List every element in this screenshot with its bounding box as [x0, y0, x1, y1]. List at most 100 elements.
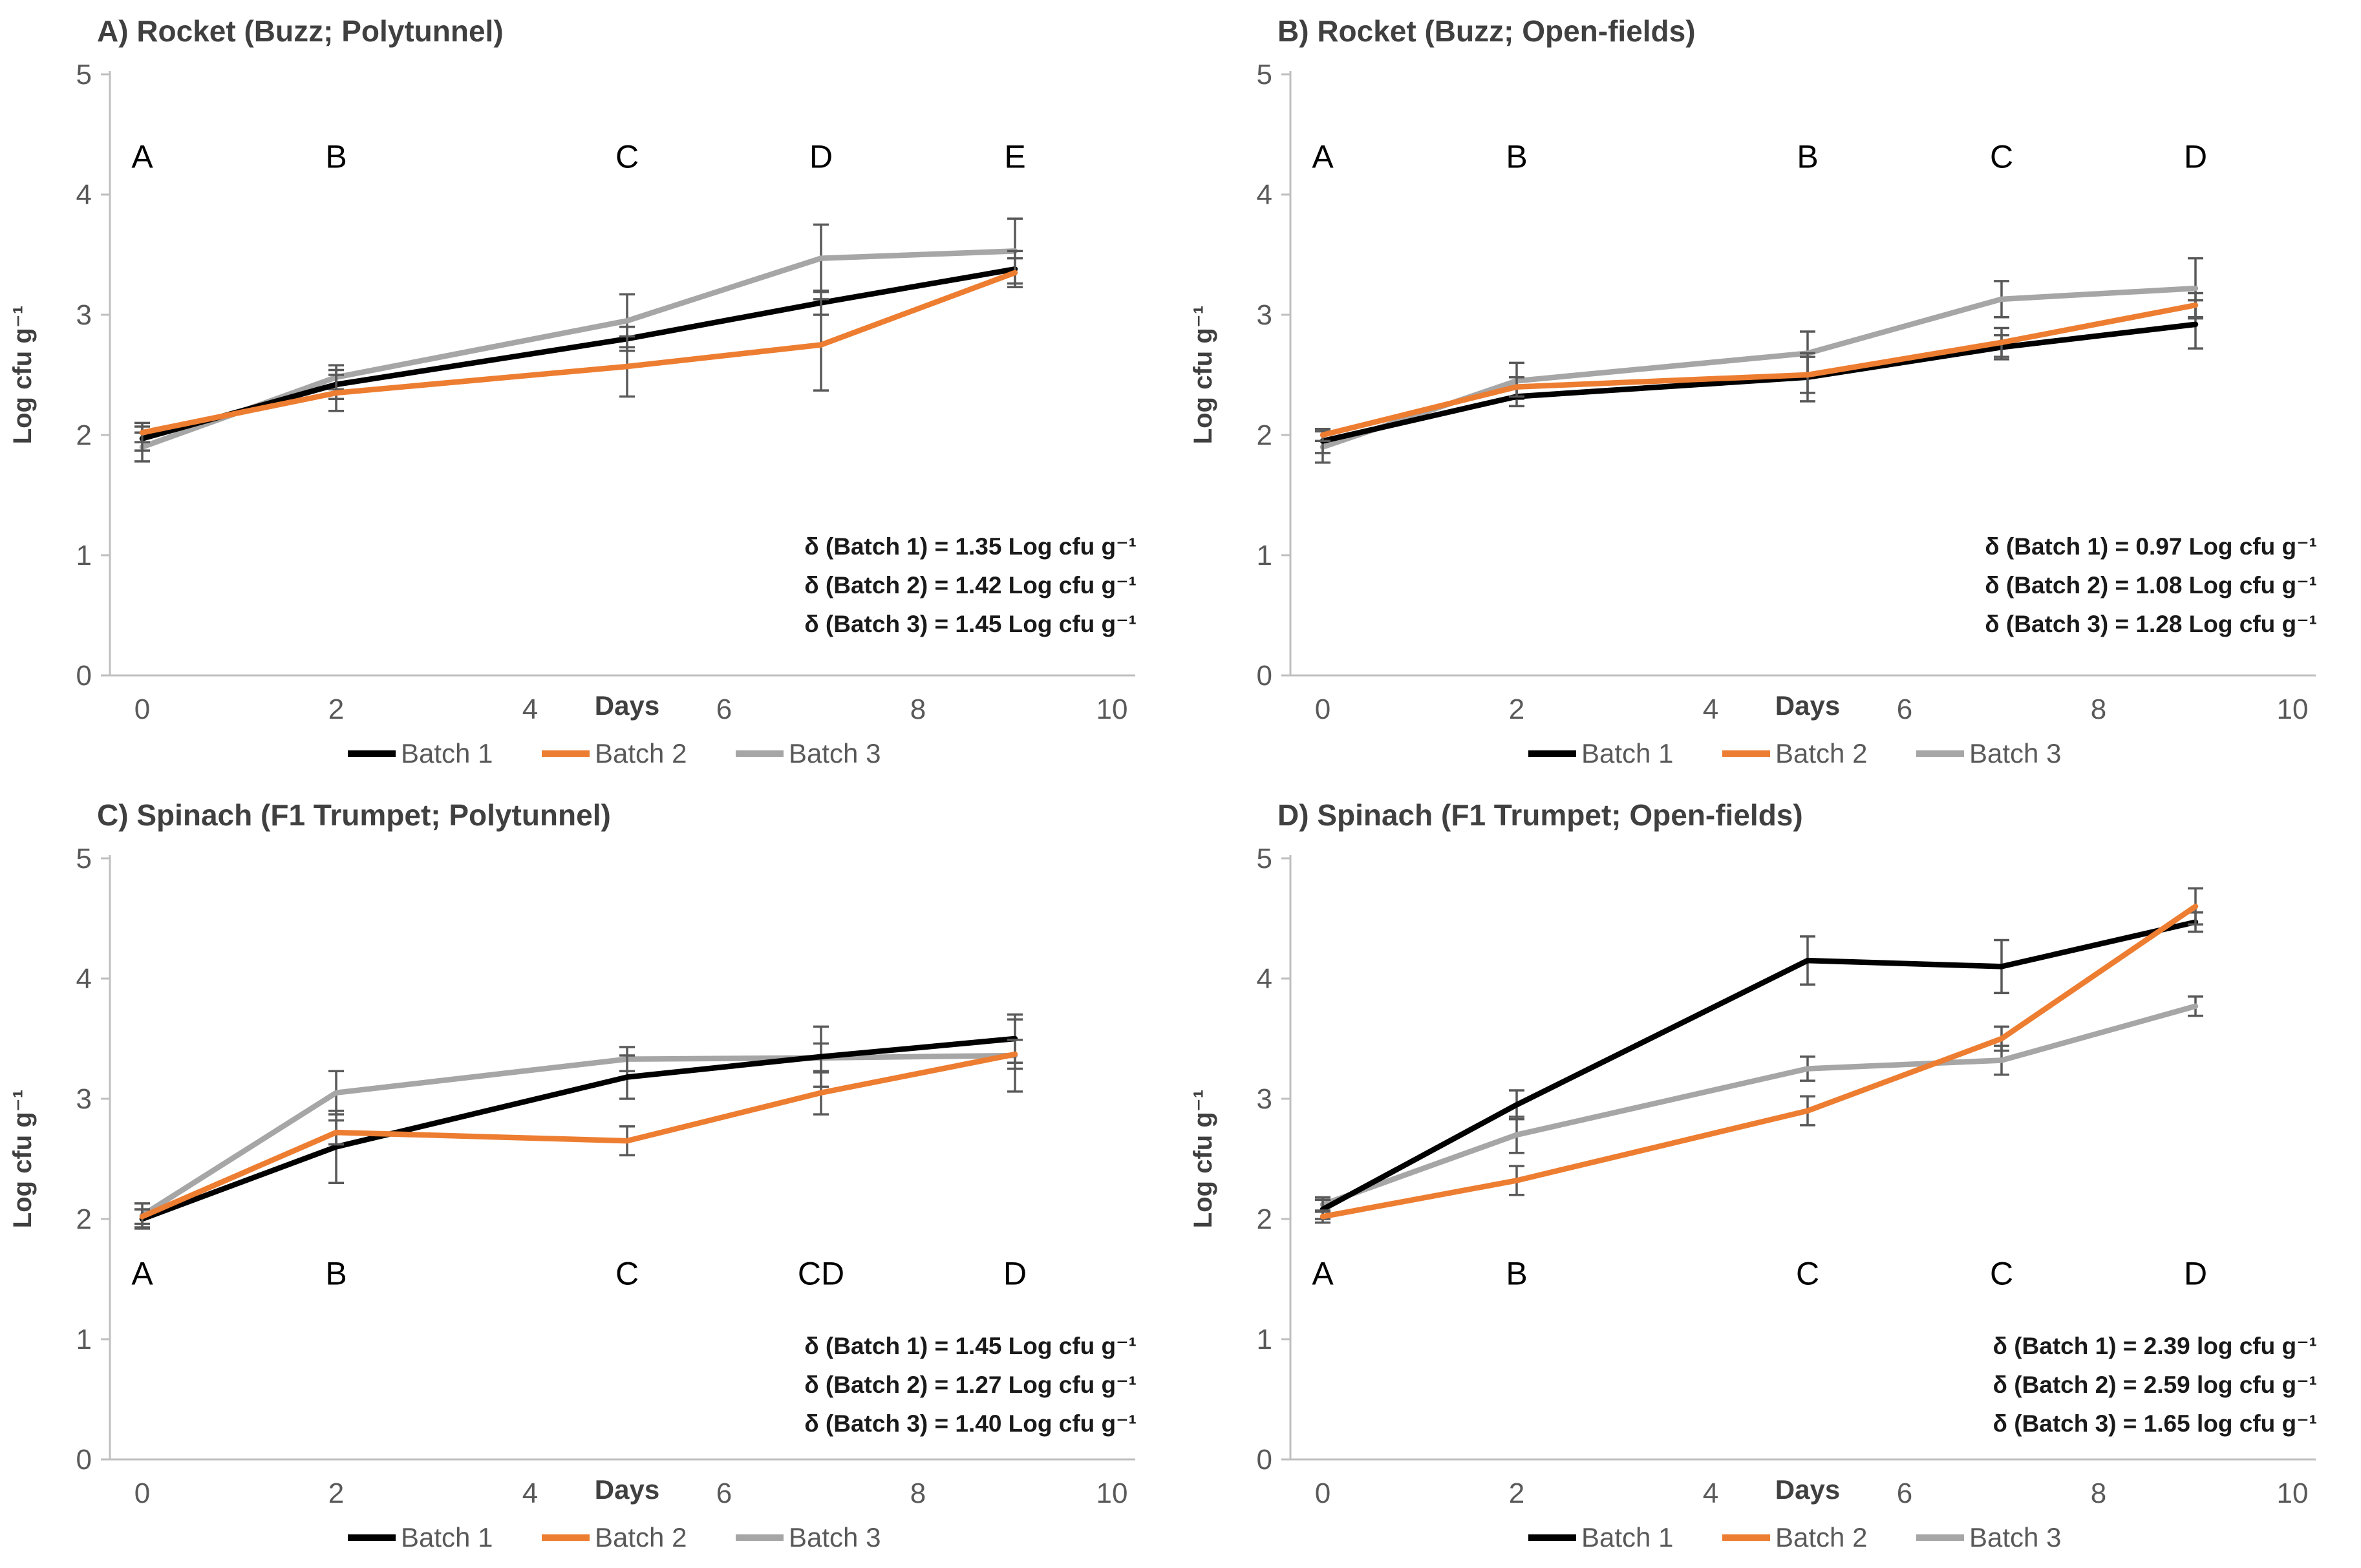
legend-label-batch-3: Batch 3	[1969, 1522, 2061, 1552]
series-line-batch-1	[139, 266, 1018, 441]
x-tick-label: 0	[1315, 694, 1330, 725]
legend-item-batch-1: Batch 1	[1528, 738, 1673, 768]
delta-annotation: δ (Batch 3) = 1.28 Log cfu g⁻¹	[1985, 611, 2317, 637]
delta-annotation: δ (Batch 1) = 1.45 Log cfu g⁻¹	[804, 1333, 1137, 1359]
significance-letter: C	[615, 138, 639, 175]
delta-annotation: δ (Batch 1) = 0.97 Log cfu g⁻¹	[1985, 533, 2317, 560]
legend: Batch 1 Batch 2 Batch 3	[1528, 1522, 2061, 1552]
legend-item-batch-1: Batch 1	[348, 1522, 493, 1552]
y-tick-label: 2	[1257, 419, 1272, 451]
x-tick-label: 4	[522, 694, 538, 725]
legend-label-batch-1: Batch 1	[1581, 1522, 1673, 1552]
x-axis-title: Days	[595, 1474, 659, 1505]
y-tick-label: 4	[76, 179, 92, 211]
y-tick-label: 0	[76, 1444, 92, 1476]
legend-label-batch-1: Batch 1	[401, 1522, 493, 1552]
legend-item-batch-1: Batch 1	[1528, 1522, 1673, 1552]
legend: Batch 1 Batch 2 Batch 3	[1528, 738, 2061, 768]
x-tick-label: 6	[1897, 1478, 1912, 1509]
series-line-batch-2	[139, 270, 1018, 436]
x-tick-label: 6	[1897, 694, 1912, 725]
panel-c-spinach-polytunnel: C) Spinach (F1 Trumpet; Polytunnel) 0 1 2 3 4…	[0, 784, 1180, 1568]
delta-annotation: δ (Batch 2) = 1.27 Log cfu g⁻¹	[804, 1372, 1137, 1398]
legend-label-batch-1: Batch 1	[401, 738, 493, 768]
legend: Batch 1 Batch 2 Batch 3	[348, 738, 881, 768]
x-tick-label: 4	[522, 1478, 538, 1509]
significance-letter: E	[1004, 138, 1025, 175]
significance-letter: A	[131, 138, 153, 175]
y-tick-label: 1	[1257, 540, 1272, 571]
legend-label-batch-2: Batch 2	[595, 1522, 687, 1552]
x-axis-title: Days	[1775, 690, 1840, 721]
legend-item-batch-3: Batch 3	[736, 738, 881, 768]
series-line-batch-3	[1319, 285, 2199, 450]
panel-title: A) Rocket (Buzz; Polytunnel)	[97, 14, 504, 48]
significance-letter: B	[1506, 1256, 1527, 1292]
y-tick-label: 5	[76, 59, 92, 90]
y-tick-label: 0	[1257, 660, 1272, 692]
legend-item-batch-3: Batch 3	[736, 1522, 881, 1552]
legend-item-batch-2: Batch 2	[542, 738, 687, 768]
chart-d: D) Spinach (F1 Trumpet; Open-fields) 0 1 2 3…	[1189, 798, 2317, 1552]
legend-item-batch-2: Batch 2	[1722, 738, 1867, 768]
y-tick-label: 1	[76, 540, 92, 571]
x-axis-title: Days	[595, 690, 659, 721]
delta-annotation: δ (Batch 3) = 1.40 Log cfu g⁻¹	[804, 1410, 1137, 1437]
legend-item-batch-1: Batch 1	[348, 738, 493, 768]
panel-b-rocket-openfields: B) Rocket (Buzz; Open-fields) 0 1 2 3 4 5 0 2 4 6 8…	[1180, 0, 2361, 784]
y-tick-label: 2	[1257, 1203, 1272, 1235]
x-tick-label: 8	[2091, 694, 2106, 725]
y-tick-label: 5	[76, 843, 92, 874]
x-tick-label: 6	[716, 694, 732, 725]
legend-item-batch-3: Batch 3	[1916, 738, 2061, 768]
x-tick-label: 2	[1509, 1478, 1524, 1509]
x-tick-label: 4	[1703, 694, 1718, 725]
legend-item-batch-2: Batch 2	[1722, 1522, 1867, 1552]
y-axis-title: Log cfu g⁻¹	[8, 1090, 37, 1228]
series-line-batch-3	[1319, 1003, 2199, 1207]
y-tick-label: 1	[1257, 1324, 1272, 1355]
x-tick-label: 8	[2091, 1478, 2106, 1509]
significance-letter: B	[1797, 138, 1818, 175]
x-tick-label: 8	[910, 694, 926, 725]
y-tick-label: 3	[1257, 1083, 1272, 1115]
legend-label-batch-1: Batch 1	[1581, 738, 1673, 768]
significance-letter: C	[1990, 138, 2013, 175]
legend-item-batch-3: Batch 3	[1916, 1522, 2061, 1552]
y-tick-label: 3	[76, 1083, 92, 1115]
panel-title: C) Spinach (F1 Trumpet; Polytunnel)	[97, 798, 611, 832]
panel-a-rocket-polytunnel: A) Rocket (Buzz; Polytunnel) 0 1 2 3 4 5 0 2 4 6 8 1…	[0, 0, 1180, 784]
delta-annotation: δ (Batch 1) = 2.39 log cfu g⁻¹	[1993, 1333, 2317, 1359]
significance-letter: B	[325, 138, 347, 175]
significance-letter: B	[1506, 138, 1527, 175]
legend: Batch 1 Batch 2 Batch 3	[348, 1522, 881, 1552]
significance-letter: B	[325, 1256, 347, 1292]
delta-annotation: δ (Batch 3) = 1.65 log cfu g⁻¹	[1993, 1410, 2317, 1437]
y-tick-label: 2	[76, 419, 92, 451]
y-tick-label: 4	[76, 963, 92, 995]
significance-letter: A	[1312, 138, 1334, 175]
delta-annotation: δ (Batch 1) = 1.35 Log cfu g⁻¹	[804, 533, 1137, 560]
significance-letter: A	[1312, 1256, 1334, 1292]
series-line-batch-2	[139, 1051, 1018, 1220]
x-axis-title: Days	[1775, 1474, 1840, 1505]
x-tick-label: 4	[1703, 1478, 1718, 1509]
y-axis-title: Log cfu g⁻¹	[8, 306, 37, 444]
x-tick-label: 10	[2277, 694, 2309, 725]
delta-annotation: δ (Batch 2) = 2.59 log cfu g⁻¹	[1993, 1372, 2317, 1398]
delta-annotation: δ (Batch 3) = 1.45 Log cfu g⁻¹	[804, 611, 1137, 637]
delta-annotation: δ (Batch 2) = 1.08 Log cfu g⁻¹	[1985, 572, 2317, 599]
significance-letter: C	[615, 1256, 639, 1292]
significance-letter: C	[1990, 1256, 2013, 1292]
y-tick-label: 3	[1257, 299, 1272, 331]
x-tick-label: 0	[134, 694, 150, 725]
significance-letter: D	[1003, 1256, 1027, 1292]
series-line-batch-1	[1319, 919, 2199, 1213]
x-tick-label: 8	[910, 1478, 926, 1509]
chart-b: B) Rocket (Buzz; Open-fields) 0 1 2 3 4 5 0 2 4 6 8…	[1189, 14, 2317, 768]
y-tick-label: 5	[1257, 59, 1272, 90]
panel-title: B) Rocket (Buzz; Open-fields)	[1277, 14, 1696, 48]
legend-label-batch-3: Batch 3	[789, 1522, 881, 1552]
y-tick-label: 4	[1257, 179, 1272, 211]
